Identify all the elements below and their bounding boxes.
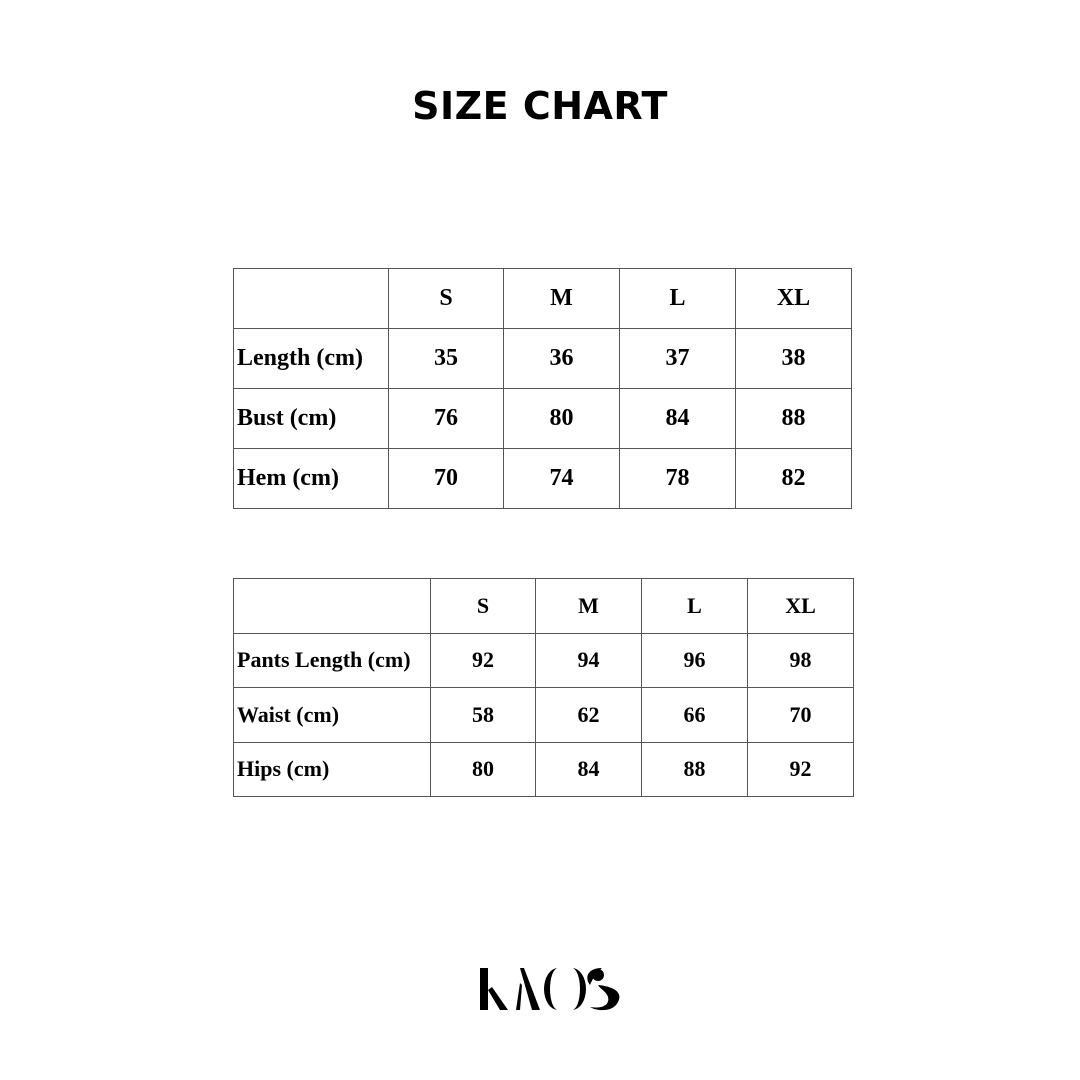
table-header-row: S M L XL (233, 268, 852, 329)
header-cell: L (619, 268, 736, 329)
header-cell (233, 578, 431, 634)
cell: 96 (641, 632, 748, 688)
table-header-row: S M L XL (233, 578, 854, 634)
cell: 66 (641, 687, 748, 743)
cell: 88 (641, 741, 748, 797)
cell: 84 (619, 388, 736, 449)
cell: 94 (535, 632, 642, 688)
row-label: Length (cm) (233, 328, 389, 389)
cell: 70 (747, 687, 854, 743)
table-row: Waist (cm) 58 62 66 70 (233, 687, 854, 743)
header-cell: S (388, 268, 504, 329)
cell: 70 (388, 448, 504, 509)
header-cell: XL (747, 578, 854, 634)
row-label: Waist (cm) (233, 687, 431, 743)
cell: 38 (735, 328, 852, 389)
cell: 78 (619, 448, 736, 509)
cell: 84 (535, 741, 642, 797)
top-size-table: S M L XL Length (cm) 35 36 37 38 Bust (c… (233, 268, 852, 509)
header-cell (233, 268, 389, 329)
table-row: Length (cm) 35 36 37 38 (233, 328, 852, 389)
cell: 80 (503, 388, 620, 449)
kaos-logo (480, 968, 620, 1011)
cell: 76 (388, 388, 504, 449)
row-label: Hips (cm) (233, 741, 431, 797)
cell: 92 (747, 741, 854, 797)
cell: 58 (430, 687, 536, 743)
cell: 80 (430, 741, 536, 797)
page-title: SIZE CHART (412, 84, 668, 128)
header-cell: L (641, 578, 748, 634)
cell: 82 (735, 448, 852, 509)
table-row: Hips (cm) 80 84 88 92 (233, 741, 854, 797)
header-cell: M (535, 578, 642, 634)
bottom-size-table: S M L XL Pants Length (cm) 92 94 96 98 W… (233, 578, 854, 797)
row-label: Bust (cm) (233, 388, 389, 449)
row-label: Pants Length (cm) (233, 632, 431, 688)
cell: 35 (388, 328, 504, 389)
cell: 98 (747, 632, 854, 688)
table-row: Pants Length (cm) 92 94 96 98 (233, 632, 854, 688)
row-label: Hem (cm) (233, 448, 389, 509)
cell: 62 (535, 687, 642, 743)
table-row: Hem (cm) 70 74 78 82 (233, 448, 852, 509)
header-cell: XL (735, 268, 852, 329)
cell: 37 (619, 328, 736, 389)
table-row: Bust (cm) 76 80 84 88 (233, 388, 852, 449)
cell: 92 (430, 632, 536, 688)
header-cell: S (430, 578, 536, 634)
cell: 74 (503, 448, 620, 509)
cell: 88 (735, 388, 852, 449)
header-cell: M (503, 268, 620, 329)
cell: 36 (503, 328, 620, 389)
